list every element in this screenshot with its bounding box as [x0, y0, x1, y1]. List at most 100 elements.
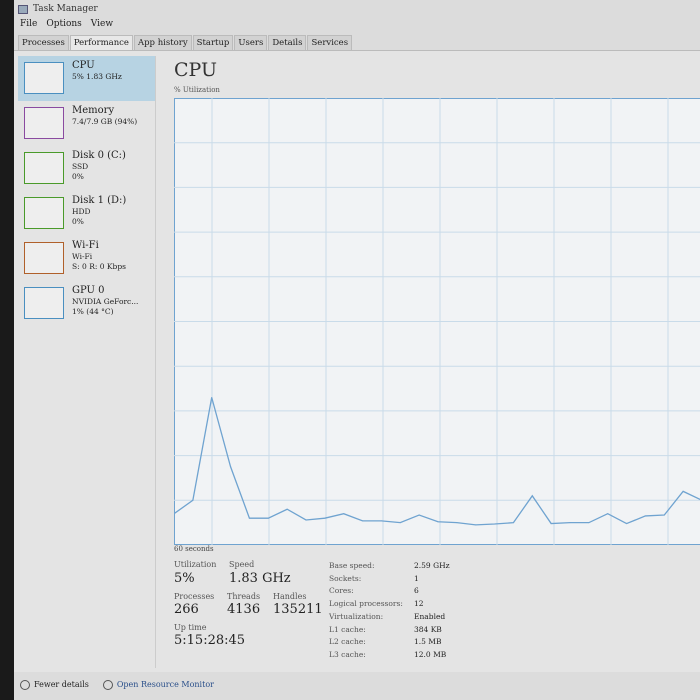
- mini-graph-icon: [24, 62, 64, 94]
- utilization-value: 5%: [174, 571, 195, 586]
- sidebar-item-memory[interactable]: Memory 7.4/7.9 GB (94%): [18, 101, 155, 146]
- sidebar-item-disk[interactable]: Disk 0 (C:) SSD 0%: [18, 146, 155, 191]
- handles-label: Handles: [273, 592, 307, 601]
- data-point: [305, 519, 307, 521]
- fewer-details-label: Fewer details: [34, 680, 89, 689]
- data-point: [456, 522, 458, 524]
- threads-value: 4136: [227, 602, 261, 617]
- data-point: [286, 508, 288, 510]
- resource-sidebar: CPU 5% 1.83 GHz Memory 7.4/7.9 GB (94%) …: [18, 56, 156, 668]
- footer: Fewer details Open Resource Monitor: [20, 680, 214, 690]
- sidebar-item-wifi[interactable]: Wi-Fi Wi-Fi S: 0 R: 0 Kbps: [18, 236, 155, 281]
- menu-options[interactable]: Options: [46, 19, 82, 29]
- sidebar-item-cpu[interactable]: CPU 5% 1.83 GHz: [18, 56, 155, 101]
- sidebar-item-value: S: 0 R: 0 Kbps: [72, 262, 126, 271]
- cpu-utilization-graph: [174, 98, 700, 545]
- spec-value: 12: [414, 599, 424, 609]
- data-point: [211, 396, 213, 398]
- data-point: [682, 490, 684, 492]
- mini-graph-icon: [24, 152, 64, 184]
- data-point: [324, 517, 326, 519]
- uptime-label: Up time: [174, 623, 207, 632]
- tab-services[interactable]: Services: [307, 35, 353, 51]
- threads-label: Threads: [227, 592, 261, 601]
- sidebar-item-detail: 5% 1.83 GHz: [72, 72, 122, 81]
- data-point: [475, 524, 477, 526]
- data-point: [192, 499, 194, 501]
- open-resource-monitor-label: Open Resource Monitor: [116, 680, 214, 689]
- sidebar-item-gpu[interactable]: GPU 0 NVIDIA GeForc... 1% (44 °C): [18, 281, 155, 326]
- sidebar-item-value: 0%: [72, 172, 84, 181]
- spec-value: 2.59 GHz: [414, 561, 450, 570]
- spec-value: 12.0 MB: [414, 649, 447, 659]
- processes-value: 266: [174, 602, 199, 617]
- spec-label: L1 cache:: [329, 624, 366, 634]
- data-point: [512, 522, 514, 524]
- data-point: [569, 522, 571, 524]
- y-axis-label: % Utilization: [174, 86, 220, 94]
- chevron-up-icon: [20, 680, 30, 690]
- tab-performance[interactable]: Performance: [69, 35, 133, 51]
- sidebar-item-detail: NVIDIA GeForc...: [72, 297, 139, 306]
- spec-label: Base speed:: [329, 561, 375, 570]
- open-resource-monitor-link[interactable]: Open Resource Monitor: [102, 680, 214, 690]
- sidebar-item-name: Disk 1 (D:): [72, 195, 127, 206]
- menu-bar: File Options View: [20, 19, 113, 29]
- spec-value: 1: [414, 573, 419, 583]
- tab-users[interactable]: Users: [234, 35, 268, 51]
- data-point: [626, 523, 628, 525]
- spec-label: Cores:: [329, 586, 354, 596]
- spec-label: Virtualization:: [329, 611, 384, 621]
- task-manager-icon: [18, 4, 28, 14]
- data-point: [550, 523, 552, 525]
- speed-value: 1.83 GHz: [229, 571, 291, 586]
- task-manager-window: Task Manager File Options View Processes…: [14, 0, 700, 700]
- data-point: [437, 521, 439, 523]
- window-title: Task Manager: [33, 4, 98, 14]
- data-point: [248, 517, 250, 519]
- cpu-detail: CPU % Utilization 60 seconds Utilization…: [174, 59, 700, 659]
- sidebar-item-detail: HDD: [72, 207, 91, 216]
- mini-graph-icon: [24, 287, 64, 319]
- tab-details[interactable]: Details: [268, 35, 307, 51]
- page-title: CPU: [174, 59, 218, 81]
- performance-panel: CPU 5% 1.83 GHz Memory 7.4/7.9 GB (94%) …: [14, 50, 700, 672]
- tab-startup[interactable]: Startup: [192, 35, 234, 51]
- data-point: [174, 513, 175, 515]
- menu-file[interactable]: File: [20, 19, 38, 29]
- speed-label: Speed: [229, 560, 255, 569]
- menu-view[interactable]: View: [90, 19, 114, 29]
- title-bar: Task Manager: [18, 4, 98, 14]
- spec-value: 1.5 MB: [414, 637, 442, 647]
- data-point: [230, 466, 232, 468]
- sidebar-item-name: CPU: [72, 60, 95, 71]
- spec-label: L3 cache:: [329, 649, 366, 659]
- sidebar-item-name: Wi-Fi: [72, 240, 99, 251]
- sidebar-item-detail: Wi-Fi: [72, 252, 93, 261]
- sidebar-item-name: Disk 0 (C:): [72, 150, 126, 161]
- sidebar-item-value: 1% (44 °C): [72, 307, 114, 316]
- sidebar-item-value: 0%: [72, 217, 84, 226]
- data-point: [644, 515, 646, 517]
- spec-label: Sockets:: [329, 573, 362, 583]
- mini-graph-icon: [24, 197, 64, 229]
- utilization-label: Utilization: [174, 560, 217, 569]
- tab-processes[interactable]: Processes: [18, 35, 69, 51]
- mini-graph-icon: [24, 107, 64, 139]
- data-point: [663, 514, 665, 516]
- spec-label: Logical processors:: [329, 599, 403, 609]
- sidebar-item-name: Memory: [72, 105, 115, 116]
- processes-label: Processes: [174, 592, 215, 601]
- data-point: [607, 513, 609, 515]
- sidebar-item-disk[interactable]: Disk 1 (D:) HDD 0%: [18, 191, 155, 236]
- fewer-details-button[interactable]: Fewer details: [20, 680, 89, 690]
- data-point: [343, 513, 345, 515]
- data-point: [399, 522, 401, 524]
- uptime-value: 5:15:28:45: [174, 633, 246, 648]
- spec-value: 6: [414, 586, 419, 596]
- x-axis-label: 60 seconds: [174, 545, 214, 553]
- tab-app-history[interactable]: App history: [133, 35, 192, 51]
- spec-label: L2 cache:: [329, 637, 366, 647]
- spec-value: 384 KB: [414, 624, 442, 634]
- spec-value: Enabled: [414, 611, 446, 621]
